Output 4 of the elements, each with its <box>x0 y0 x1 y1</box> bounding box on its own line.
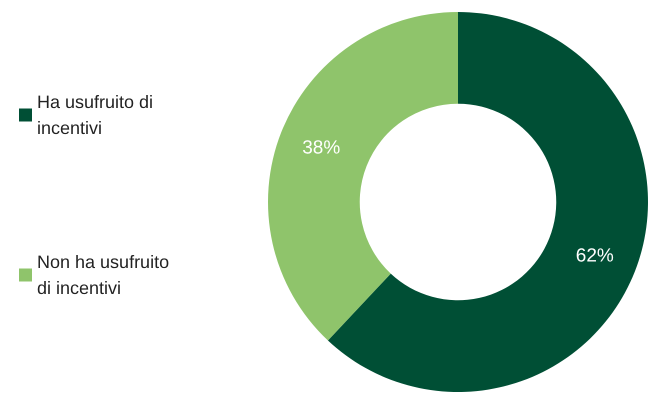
data-label: 62% <box>576 246 614 267</box>
legend-label: Non ha usufruito di incentivi <box>37 252 174 298</box>
data-label: 38% <box>302 137 340 158</box>
legend-label: Ha usufruito di incentivi <box>37 92 158 138</box>
